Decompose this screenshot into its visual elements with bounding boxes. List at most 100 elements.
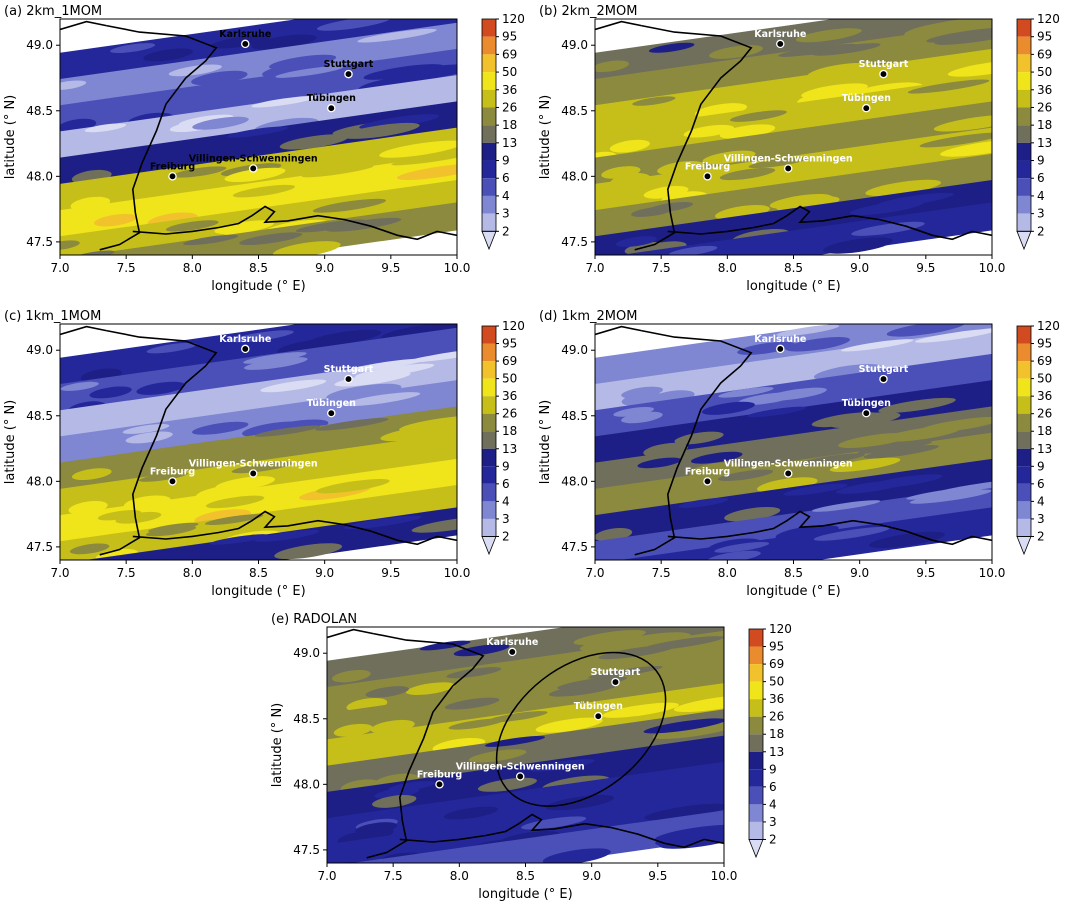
- precip-cell: [342, 392, 421, 407]
- city-marker: [515, 772, 525, 781]
- colorbar-segment: [1017, 483, 1031, 502]
- precip-cell: [232, 184, 295, 198]
- colorbar-tick-label: 9: [502, 459, 510, 473]
- colorbar-tick-label: 36: [1037, 389, 1052, 403]
- precip-cell: [702, 150, 756, 165]
- precip-cell: [868, 531, 945, 548]
- y-tick-label: 48.0: [26, 169, 53, 183]
- precip-band: [595, 48, 992, 134]
- y-tick-label: 49.0: [293, 646, 320, 660]
- x-tick-label: 8.5: [784, 566, 803, 580]
- panel-c: Karlsruhe Stuttgart Tübingen FreiburgVillin…: [3, 309, 525, 599]
- precip-cell: [191, 70, 248, 86]
- colorbar-tick-label: 26: [1037, 100, 1052, 114]
- x-axis-label: longitude (° E): [746, 584, 840, 599]
- precip-field: [327, 627, 724, 863]
- precip-cell: [673, 694, 724, 712]
- x-tick-label: 9.0: [582, 869, 601, 883]
- precip-cell: [388, 64, 457, 82]
- precip-cell: [374, 787, 420, 799]
- colorbar-tick-label: 26: [1037, 407, 1052, 421]
- colorbar-segment: [482, 431, 496, 449]
- precip-cell: [669, 261, 719, 281]
- x-tick-label: 7.0: [585, 261, 604, 275]
- colorbar-segment: [482, 213, 496, 232]
- precip-band: [60, 406, 457, 491]
- colorbar-segment: [749, 769, 763, 787]
- city-label: Villingen-Schwenningen: [724, 153, 853, 164]
- city-marker: [344, 374, 353, 384]
- city-label: Stuttgart: [591, 667, 641, 678]
- colorbar-tick-label: 50: [1037, 372, 1052, 386]
- precip-cell: [907, 79, 990, 94]
- colorbar-segment: [1017, 89, 1031, 108]
- colorbar-segment: [482, 195, 496, 214]
- precip-cell: [863, 445, 939, 459]
- colorbar-segment: [1017, 72, 1031, 90]
- colorbar-segment: [482, 19, 496, 37]
- x-tick-label: 7.0: [50, 566, 69, 580]
- city-marker: [248, 164, 258, 173]
- colorbar-segment: [1017, 448, 1031, 467]
- y-tick-label: 48.0: [561, 169, 588, 183]
- france-border: [99, 329, 218, 556]
- precip-cell: [947, 59, 992, 77]
- colorbar-tick-label: 2: [769, 832, 777, 846]
- precip-band: [60, 75, 457, 160]
- precip-cell: [923, 300, 1008, 319]
- colorbar-segment: [482, 378, 496, 397]
- x-tick-label: 9.5: [916, 566, 935, 580]
- panel-title: (c) 1km_1MOM: [4, 309, 101, 324]
- x-tick-label: 9.5: [648, 869, 667, 883]
- precip-cell: [783, 483, 848, 496]
- colorbar-segment: [1017, 501, 1031, 519]
- precip-cell: [165, 220, 219, 232]
- precip-cell: [737, 392, 796, 406]
- colorbar-tick-label: 120: [769, 622, 792, 636]
- precip-cell: [254, 425, 320, 437]
- city-marker: [435, 780, 444, 789]
- precip-cell: [811, 500, 881, 512]
- precip-cell: [396, 163, 457, 180]
- colorbar-segment: [1017, 466, 1031, 484]
- x-tick-label: 9.5: [381, 261, 400, 275]
- city-label: Villingen-Schwenningen: [189, 153, 318, 164]
- city-marker: [168, 477, 177, 486]
- x-tick-label: 7.0: [50, 261, 69, 275]
- x-tick-label: 7.5: [384, 869, 403, 883]
- precip-cell: [192, 116, 249, 130]
- x-tick-label: 7.5: [652, 566, 671, 580]
- precip-cell: [93, 213, 137, 227]
- precip-cell: [60, 381, 99, 391]
- colorbar-tick-label: 6: [502, 477, 510, 491]
- colorbar-segment: [1017, 19, 1031, 37]
- colorbar-tick-label: 3: [1037, 512, 1045, 526]
- colorbar-segment: [749, 664, 763, 682]
- precip-band: [85, 202, 457, 255]
- precip-cell: [615, 236, 658, 247]
- city-label: Freiburg: [150, 466, 195, 477]
- precip-cell: [886, 324, 966, 337]
- precip-cell: [730, 110, 787, 122]
- colorbar-segment: [482, 448, 496, 467]
- northwest-border: [60, 325, 107, 336]
- y-tick-label: 48.5: [26, 409, 53, 423]
- colorbar-tick-label: 3: [1037, 207, 1045, 221]
- precip-cell: [940, 139, 992, 157]
- precip-band: [595, 127, 992, 212]
- panel-d: Karlsruhe Stuttgart Tübingen FreiburgVillin…: [538, 300, 1060, 599]
- colorbar-segment: [749, 699, 763, 717]
- precip-cell: [643, 718, 724, 734]
- x-tick-label: 9.0: [315, 566, 334, 580]
- precip-cell: [477, 777, 537, 792]
- colorbar-tick-label: 95: [502, 30, 517, 44]
- precip-cell: [242, 421, 306, 437]
- precip-cell: [316, 479, 390, 494]
- colorbar-tick-label: 13: [1037, 442, 1052, 456]
- precip-cell: [717, 469, 774, 481]
- precip-band: [60, 485, 457, 560]
- colorbar-tick-label: 50: [769, 675, 784, 689]
- y-tick-label: 47.5: [26, 540, 53, 554]
- precip-cell: [820, 526, 890, 540]
- precip-cell: [443, 806, 499, 820]
